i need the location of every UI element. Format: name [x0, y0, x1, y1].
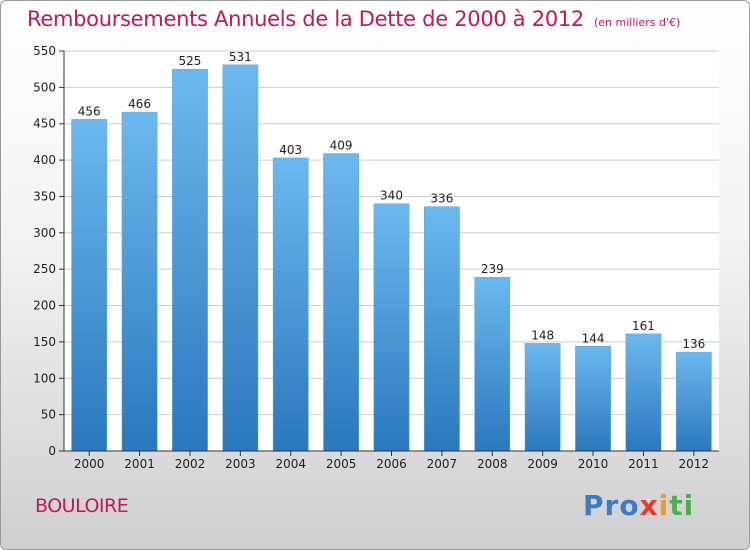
y-tick-label: 200: [33, 299, 56, 313]
x-tick-label: 2007: [427, 457, 458, 471]
x-tick-label: 2000: [74, 457, 105, 471]
bar-value-label: 161: [632, 319, 655, 333]
bar-value-label: 340: [380, 189, 403, 203]
bar-2007: [424, 206, 460, 452]
x-tick-label: 2008: [477, 457, 508, 471]
bar-value-label: 148: [531, 328, 554, 342]
bar-2000: [71, 119, 108, 452]
bar-value-label: 136: [682, 337, 705, 351]
y-tick-label: 350: [33, 189, 56, 203]
x-tick-label: 2012: [679, 457, 710, 471]
logo-part: Pro: [583, 489, 640, 522]
bar-value-label: 531: [229, 50, 252, 64]
x-tick-label: 2002: [175, 457, 206, 471]
x-tick-label: 2010: [578, 457, 609, 471]
y-tick-label: 400: [33, 153, 56, 167]
y-tick-label: 450: [33, 117, 56, 131]
chart-title: Remboursements Annuels de la Dette de 20…: [27, 7, 680, 31]
chart-title-text: Remboursements Annuels de la Dette de 20…: [27, 7, 584, 31]
bar-2011: [625, 333, 662, 452]
bar-2006: [373, 203, 410, 452]
bar-2008: [474, 276, 511, 452]
bar-value-label: 466: [128, 97, 151, 111]
bar-2001: [121, 111, 158, 452]
x-tick-label: 2011: [628, 457, 659, 471]
bar-2003: [222, 64, 259, 452]
x-tick-label: 2001: [124, 457, 155, 471]
y-tick-label: 250: [33, 262, 56, 276]
bar-value-label: 403: [279, 143, 302, 157]
logo-part: x: [639, 489, 659, 522]
commune-name: BOULOIRE: [35, 495, 129, 517]
x-tick-label: 2006: [376, 457, 407, 471]
y-tick-label: 150: [33, 335, 56, 349]
bar-value-label: 409: [330, 139, 353, 153]
bar-2009: [524, 343, 561, 452]
y-tick-label: 100: [33, 371, 56, 385]
bar-value-label: 144: [582, 331, 605, 345]
bar-value-label: 456: [78, 104, 101, 118]
bar-2002: [172, 68, 208, 452]
x-tick-label: 2009: [527, 457, 558, 471]
y-tick-label: 550: [33, 44, 56, 58]
proxiti-logo: Proxiti: [583, 489, 694, 522]
chart-subtitle: (en milliers d'€): [594, 16, 681, 29]
bar-value-label: 525: [179, 54, 202, 68]
bar-2012: [675, 351, 712, 452]
logo-part: ti: [669, 489, 695, 522]
x-tick-label: 2005: [326, 457, 357, 471]
bar-value-label: 239: [481, 262, 504, 276]
bar-2004: [272, 157, 309, 452]
bar-2005: [323, 153, 360, 452]
y-tick-label: 0: [48, 444, 56, 458]
y-tick-label: 300: [33, 226, 56, 240]
bar-2010: [575, 346, 611, 452]
bar-value-label: 336: [430, 192, 453, 206]
x-tick-label: 2004: [275, 457, 306, 471]
logo-part: i: [658, 489, 670, 522]
y-tick-label: 500: [33, 80, 56, 94]
y-tick-label: 50: [41, 408, 56, 422]
x-tick-label: 2003: [225, 457, 256, 471]
